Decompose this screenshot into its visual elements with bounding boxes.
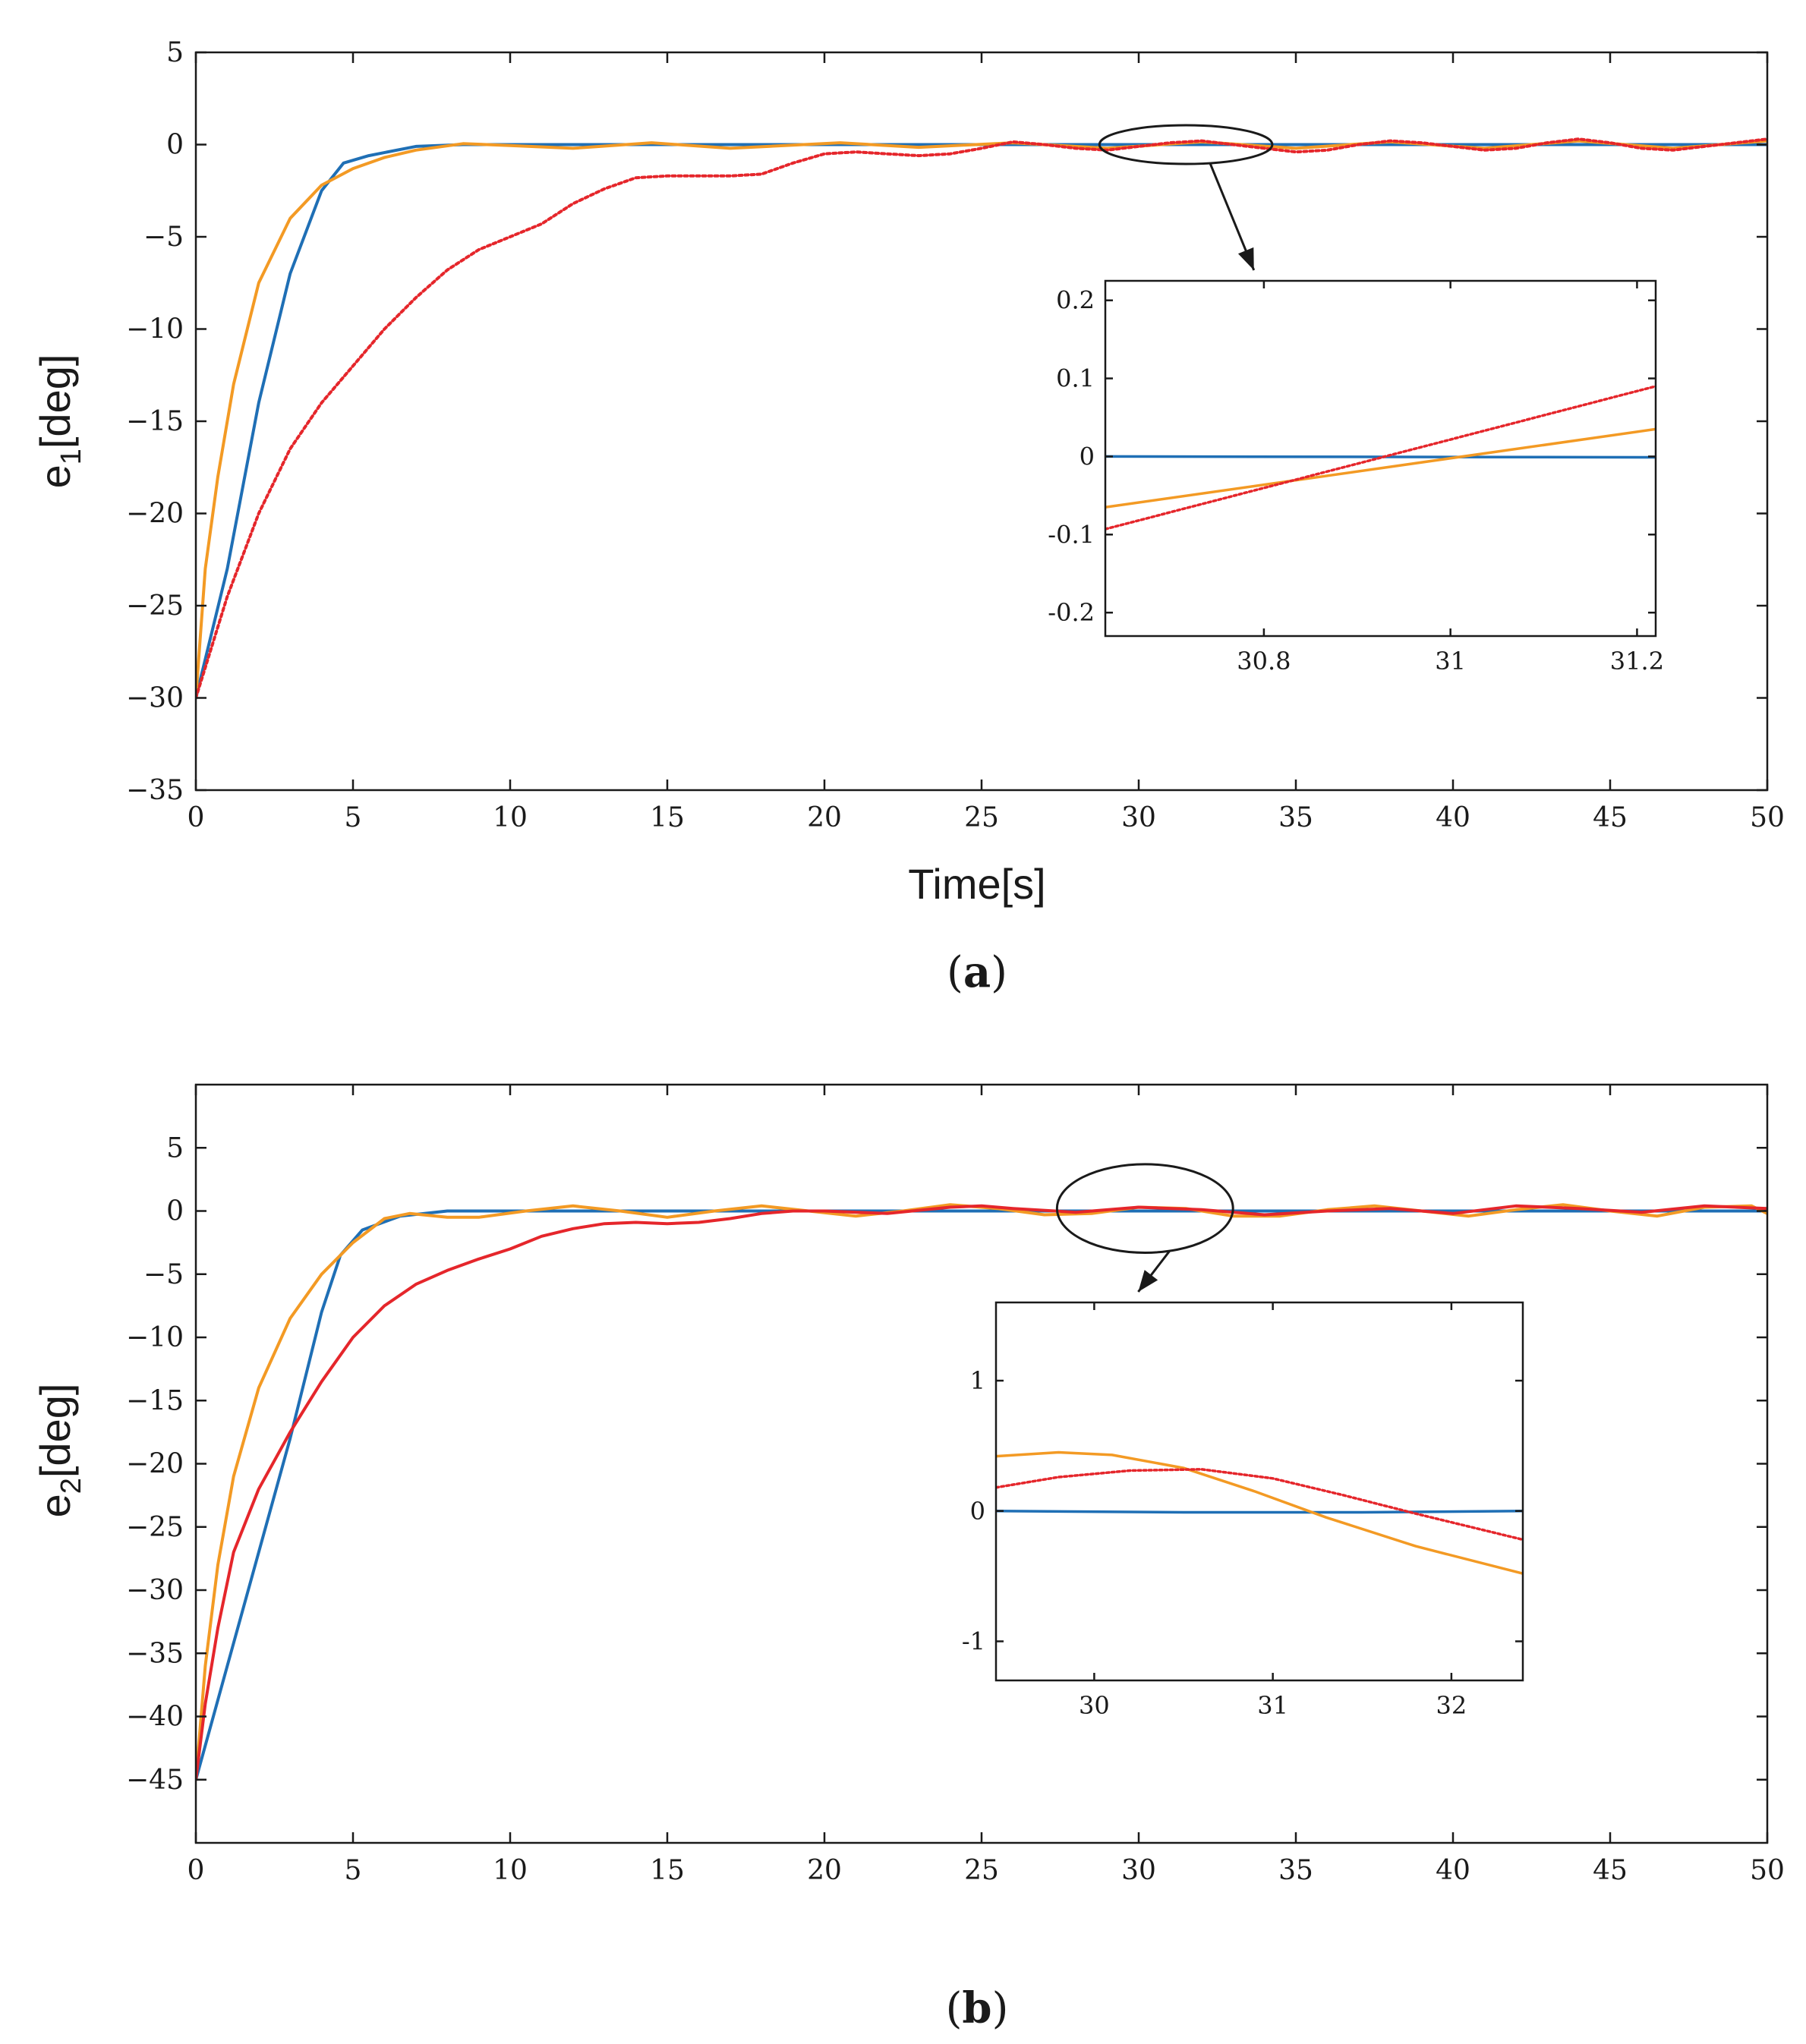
- panel-a-main-xtick-label: 35: [1278, 802, 1313, 833]
- panel-a-inset-ytick-label: 0.2: [1056, 286, 1095, 315]
- panel-b-inset-xtick-label: 32: [1436, 1691, 1467, 1720]
- panel-a-main-ytick-label: −5: [143, 222, 184, 253]
- panel-b-main-ytick-label: −15: [126, 1385, 184, 1416]
- panel-b-inset-line-orange: [996, 1450, 1523, 1575]
- panel-a-inset-series: [1105, 385, 1656, 531]
- panel-b-main-ytick-label: −35: [126, 1638, 184, 1669]
- panel-a-main-xtick-label: 50: [1750, 802, 1785, 833]
- panel-b-main-xtick-label: 20: [807, 1855, 842, 1886]
- panel-b-inset-bg: [996, 1302, 1523, 1680]
- panel-a-main-xtick-label: 5: [345, 802, 362, 833]
- panel-b-main-xtick-label: 25: [964, 1855, 999, 1886]
- panel-a-zoom-ellipse: [1098, 124, 1274, 165]
- panel-b-inset: 30 31 32 1 0 -1: [962, 1301, 1524, 1720]
- panel-a-main-ytick-label: 5: [166, 37, 184, 68]
- panel-b-main-ytick-label: 5: [166, 1132, 184, 1164]
- panel-a-main-xtick-label: 30: [1121, 802, 1156, 833]
- panel-b-main-ytick-label: −10: [126, 1322, 184, 1353]
- panel-a-main-ytick-label: −10: [126, 314, 184, 345]
- panel-a-main-xtick-label: 15: [650, 802, 685, 833]
- panel-b-inset-line-blue: [996, 1510, 1523, 1514]
- panel-b-main-ytick-label: 0: [166, 1196, 184, 1227]
- panel-b-inset-series: [996, 1450, 1523, 1575]
- panel-b-main-line-orange: [196, 1203, 1767, 1781]
- panel-b-main-xtick-label: 40: [1436, 1855, 1470, 1886]
- panel-b-main-xtick-label: 5: [345, 1855, 362, 1886]
- panel-b-main-series: [196, 1203, 1767, 1781]
- panel-a-xlabel: Time[s]: [908, 860, 1045, 908]
- panel-b-main-ytick-label: −40: [126, 1702, 184, 1733]
- panel-b-main-xtick-label: 50: [1750, 1855, 1785, 1886]
- panel-a-inset-xtick-label: 31.2: [1610, 647, 1664, 676]
- panel-a-main-ytick-label: −30: [126, 683, 184, 714]
- panel-a-main-xtick-label: 20: [807, 802, 842, 833]
- panel-a-main-ytick-label: −20: [126, 499, 184, 530]
- panel-a-inset-xtick-label: 30.8: [1237, 647, 1291, 676]
- panel-a-inset-ytick-label: -0.2: [1048, 598, 1095, 627]
- panel-b-main-xtick-label: 10: [493, 1855, 528, 1886]
- panel-b: e2[deg] (b) 0 5 10 15 20 25 30 35 40 45 5050−5−10−…: [31, 1083, 1785, 2033]
- panel-a-main-xtick-label: 0: [188, 802, 205, 833]
- panel-a-main-line-red: [196, 137, 1767, 700]
- panel-a-zoom-arrow-head: [1237, 247, 1254, 270]
- panel-a-main-xtick-label: 40: [1436, 802, 1470, 833]
- panel-a-inset-xtick-label: 31: [1435, 647, 1466, 676]
- panel-b-main-xtick-label: 0: [188, 1855, 205, 1886]
- panel-b-main-ytick-label: −5: [143, 1259, 184, 1290]
- panel-b-main-line-blue: [196, 1209, 1767, 1781]
- panel-a-main-series: [196, 137, 1767, 700]
- panel-b-inset-line-red: [996, 1468, 1523, 1542]
- panel-b-inset-ytick-label: 1: [970, 1366, 985, 1395]
- panel-b-ylabel: e2[deg]: [31, 1384, 87, 1518]
- panel-a-label: (a): [947, 947, 1007, 997]
- panel-b-inset-ytick-label: 0: [970, 1497, 985, 1526]
- panel-b-inset-xtick-label: 31: [1257, 1691, 1288, 1720]
- panel-a-main-ytick-label: 0: [166, 130, 184, 161]
- panel-b-main-xtick-label: 45: [1593, 1855, 1628, 1886]
- panel-b-inset-xtick-label: 30: [1079, 1691, 1110, 1720]
- panel-b-main-xtick-label: 15: [650, 1855, 685, 1886]
- panel-a-inset-line-orange: [1105, 427, 1656, 509]
- panel-a-inset-ytick-label: 0: [1080, 442, 1095, 471]
- panel-b-main-ytick-label: −20: [126, 1449, 184, 1480]
- panel-a-main-xtick-label: 25: [964, 802, 999, 833]
- panel-b-main-xtick-label: 30: [1121, 1855, 1156, 1886]
- panel-b-main-ytick-label: −30: [126, 1575, 184, 1606]
- panel-a-ylabel: e1[deg]: [31, 354, 87, 489]
- panel-b-zoom-arrow-head: [1138, 1270, 1158, 1292]
- panel-a-inset-ytick-label: -0.1: [1048, 520, 1095, 549]
- panel-a-inset-frame: [1104, 279, 1657, 638]
- panel-a-inset-line-red: [1105, 385, 1656, 531]
- panel-b-label: (b): [946, 1983, 1009, 2033]
- panel-a-main-ytick-label: −15: [126, 406, 184, 437]
- panel-b-inset-frame: [994, 1301, 1524, 1682]
- panel-a-main-ytick-label: −25: [126, 591, 184, 622]
- panel-a-main-xtick-label: 10: [493, 802, 528, 833]
- panel-a-inset: 30.8 31 31.2 0.2 0.1 0 -0.1 -0.2: [1048, 279, 1664, 676]
- panel-b-zoom-ellipse: [1055, 1163, 1234, 1254]
- panel-a-main-xtick-label: 45: [1593, 802, 1628, 833]
- panel-a: e1[deg] Time[s] (a) 0 5 10 15 20 25 30 35 40 45 50…: [31, 37, 1785, 997]
- panel-b-main-line-red: [196, 1204, 1767, 1781]
- panel-b-main-ytick-label: −45: [126, 1765, 184, 1796]
- panel-b-main-xtick-label: 35: [1278, 1855, 1313, 1886]
- panel-a-inset-ytick-label: 0.1: [1056, 364, 1095, 393]
- panel-b-main-ytick-label: −25: [126, 1512, 184, 1543]
- panel-b-main-frame: [194, 1083, 1769, 1844]
- panel-b-inset-ytick-label: -1: [962, 1627, 985, 1655]
- panel-a-main-ytick-label: −35: [126, 775, 184, 806]
